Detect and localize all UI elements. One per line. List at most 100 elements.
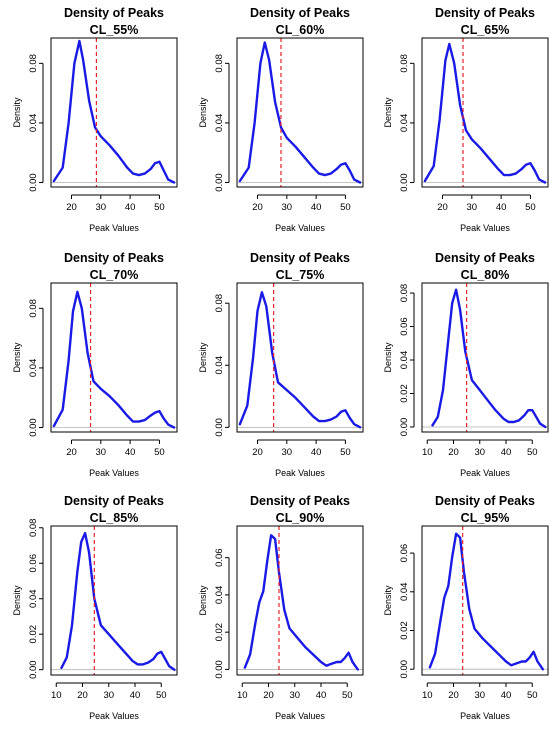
- chart-subtitle: CL_65%: [461, 23, 510, 37]
- x-tick-label: 20: [252, 447, 263, 458]
- x-tick-label: 30: [467, 202, 478, 213]
- plot-frame: [236, 37, 364, 188]
- chart-subtitle: CL_80%: [461, 268, 510, 282]
- density-curve: [52, 39, 176, 184]
- x-tick-label: 50: [340, 447, 351, 458]
- x-tick-label: 40: [496, 202, 507, 213]
- y-tick-label: 0.04: [214, 586, 225, 605]
- chart-subtitle: CL_55%: [90, 23, 139, 37]
- density-chart-7: 10 20 30 40 50 0.00 0.02 0.04 0.06 0.08 Density of…: [12, 494, 178, 721]
- x-axis-label: Peak Values: [460, 711, 510, 721]
- y-tick-label: 0.06: [399, 317, 410, 336]
- x-tick-label: 40: [501, 690, 512, 701]
- x-tick-label: 30: [96, 202, 107, 213]
- y-tick-label: 0.02: [214, 623, 225, 642]
- x-tick-label: 40: [311, 447, 322, 458]
- y-tick-label: 0.04: [214, 356, 225, 375]
- y-tick-label: 0.06: [214, 548, 225, 567]
- y-tick-label: 0.00: [399, 173, 410, 192]
- chart-subtitle: CL_75%: [276, 268, 325, 282]
- y-axis-label: Density: [383, 585, 393, 616]
- x-tick-label: 40: [316, 690, 327, 701]
- x-tick-label: 30: [103, 690, 114, 701]
- y-axis-label: Density: [383, 97, 393, 128]
- x-tick-label: 20: [252, 202, 263, 213]
- x-tick-label: 30: [289, 690, 300, 701]
- y-tick-label: 0.02: [399, 384, 410, 403]
- x-tick-label: 10: [422, 447, 433, 458]
- x-tick-label: 40: [501, 447, 512, 458]
- x-tick-label: 30: [282, 447, 293, 458]
- density-curve: [52, 290, 176, 429]
- chart-subtitle: CL_90%: [276, 511, 325, 525]
- x-tick-label: 20: [263, 690, 274, 701]
- x-tick-label: 40: [130, 690, 141, 701]
- x-axis-label: Peak Values: [275, 223, 325, 233]
- x-axis-label: Peak Values: [89, 711, 139, 721]
- y-axis-label: Density: [198, 97, 208, 128]
- plot-frame: [50, 525, 178, 676]
- density-curve: [431, 288, 547, 429]
- y-tick-label: 0.04: [28, 589, 39, 608]
- x-tick-label: 20: [448, 447, 459, 458]
- chart-title: Density of Peaks: [250, 251, 350, 265]
- x-tick-label: 30: [96, 447, 107, 458]
- y-tick-label: 0.04: [28, 359, 39, 378]
- y-axis-label: Density: [198, 342, 208, 373]
- x-tick-label: 40: [125, 202, 136, 213]
- chart-title: Density of Peaks: [250, 494, 350, 508]
- x-tick-label: 30: [282, 202, 293, 213]
- x-tick-label: 50: [154, 447, 165, 458]
- plot-frame: [421, 525, 549, 676]
- y-tick-label: 0.06: [399, 544, 410, 563]
- chart-subtitle: CL_60%: [276, 23, 325, 37]
- x-tick-label: 20: [77, 690, 88, 701]
- y-tick-label: 0.00: [214, 660, 225, 679]
- x-tick-label: 50: [340, 202, 351, 213]
- y-tick-label: 0.00: [399, 660, 410, 679]
- y-tick-label: 0.04: [399, 583, 410, 602]
- y-tick-label: 0.00: [28, 660, 39, 679]
- chart-title: Density of Peaks: [64, 494, 164, 508]
- x-axis-label: Peak Values: [89, 223, 139, 233]
- plot-frame: [236, 282, 364, 433]
- density-curve: [428, 532, 545, 671]
- y-tick-label: 0.08: [399, 284, 410, 303]
- x-tick-label: 50: [156, 690, 167, 701]
- x-axis-label: Peak Values: [275, 468, 325, 478]
- density-curve: [243, 534, 360, 671]
- chart-title: Density of Peaks: [435, 6, 535, 20]
- plot-frame: [421, 37, 549, 188]
- x-tick-label: 20: [437, 202, 448, 213]
- y-axis-label: Density: [12, 342, 22, 373]
- density-curve: [238, 291, 362, 429]
- x-axis-label: Peak Values: [460, 468, 510, 478]
- y-tick-label: 0.02: [399, 621, 410, 640]
- x-tick-label: 20: [448, 690, 459, 701]
- x-tick-label: 10: [51, 690, 62, 701]
- density-chart-6: 10 20 30 40 50 0.00 0.02 0.04 0.06 0.08 Density of…: [383, 251, 549, 478]
- y-tick-label: 0.08: [28, 54, 39, 73]
- y-tick-label: 0.04: [399, 351, 410, 370]
- chart-title: Density of Peaks: [435, 251, 535, 265]
- plot-frame: [50, 282, 178, 433]
- x-tick-label: 20: [66, 202, 77, 213]
- x-axis-label: Peak Values: [460, 223, 510, 233]
- chart-subtitle: CL_85%: [90, 511, 139, 525]
- y-tick-label: 0.00: [214, 173, 225, 192]
- density-chart-3: 20 30 40 50 0.00 0.04 0.08 Density of Peaks CL_6…: [383, 6, 549, 233]
- x-tick-label: 40: [125, 447, 136, 458]
- density-chart-8: 10 20 30 40 50 0.00 0.02 0.04 0.06 Density of Pea…: [198, 494, 364, 721]
- x-tick-label: 50: [527, 447, 538, 458]
- y-tick-label: 0.02: [28, 625, 39, 644]
- chart-title: Density of Peaks: [435, 494, 535, 508]
- y-axis-label: Density: [12, 585, 22, 616]
- density-curve: [423, 42, 547, 184]
- plot-frame: [421, 282, 549, 433]
- density-chart-2: 20 30 40 50 0.00 0.04 0.08 Density of Peaks CL_6…: [198, 6, 364, 233]
- x-tick-label: 50: [525, 202, 536, 213]
- y-tick-label: 0.08: [399, 54, 410, 73]
- density-chart-9: 10 20 30 40 50 0.00 0.02 0.04 0.06 Density of Pea…: [383, 494, 549, 721]
- y-tick-label: 0.08: [214, 294, 225, 312]
